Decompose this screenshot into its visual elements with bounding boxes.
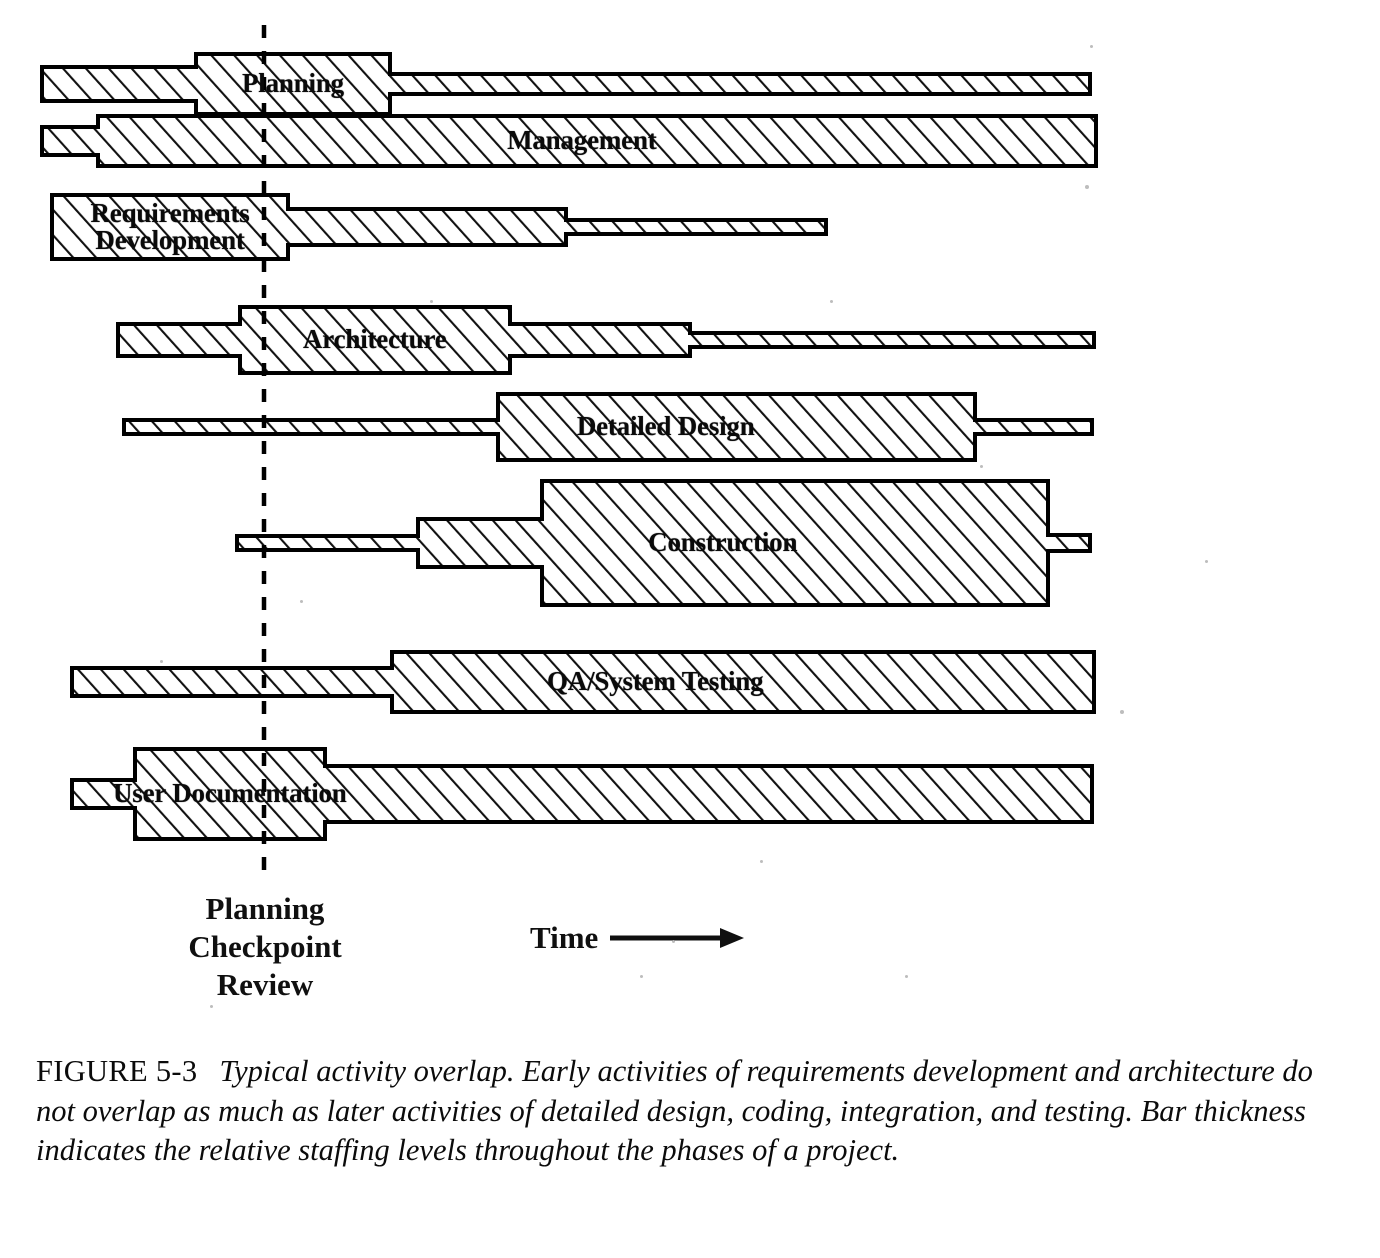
right-arrow-icon xyxy=(610,928,745,948)
activity-bar xyxy=(122,392,1094,462)
figure-caption: FIGURE 5-3 Typical activity overlap. Earl… xyxy=(36,1052,1356,1171)
activity-bar xyxy=(70,650,1096,714)
time-axis-label: Time xyxy=(530,920,599,955)
activity-bar xyxy=(40,52,1092,116)
time-axis-legend: Time xyxy=(530,920,746,956)
activity-overlap-chart: Planning Management Requirements Developme… xyxy=(40,25,1098,880)
checkpoint-line-2: Checkpoint xyxy=(188,928,342,964)
planning-checkpoint-review-label: Planning Checkpoint Review xyxy=(150,890,380,1003)
bars-group xyxy=(40,52,1098,841)
activity-bar xyxy=(40,114,1098,168)
figure-caption-text: Typical activity overlap. Early activiti… xyxy=(36,1054,1313,1168)
checkpoint-line-1: Planning xyxy=(205,891,325,926)
figure-number: FIGURE 5-3 xyxy=(36,1054,198,1088)
activity-bar xyxy=(50,193,828,261)
activity-bar xyxy=(235,479,1092,607)
activity-bars-svg xyxy=(40,25,1098,880)
activity-bar xyxy=(70,747,1094,841)
checkpoint-line-3: Review xyxy=(216,966,314,1002)
activity-bar xyxy=(116,305,1096,375)
